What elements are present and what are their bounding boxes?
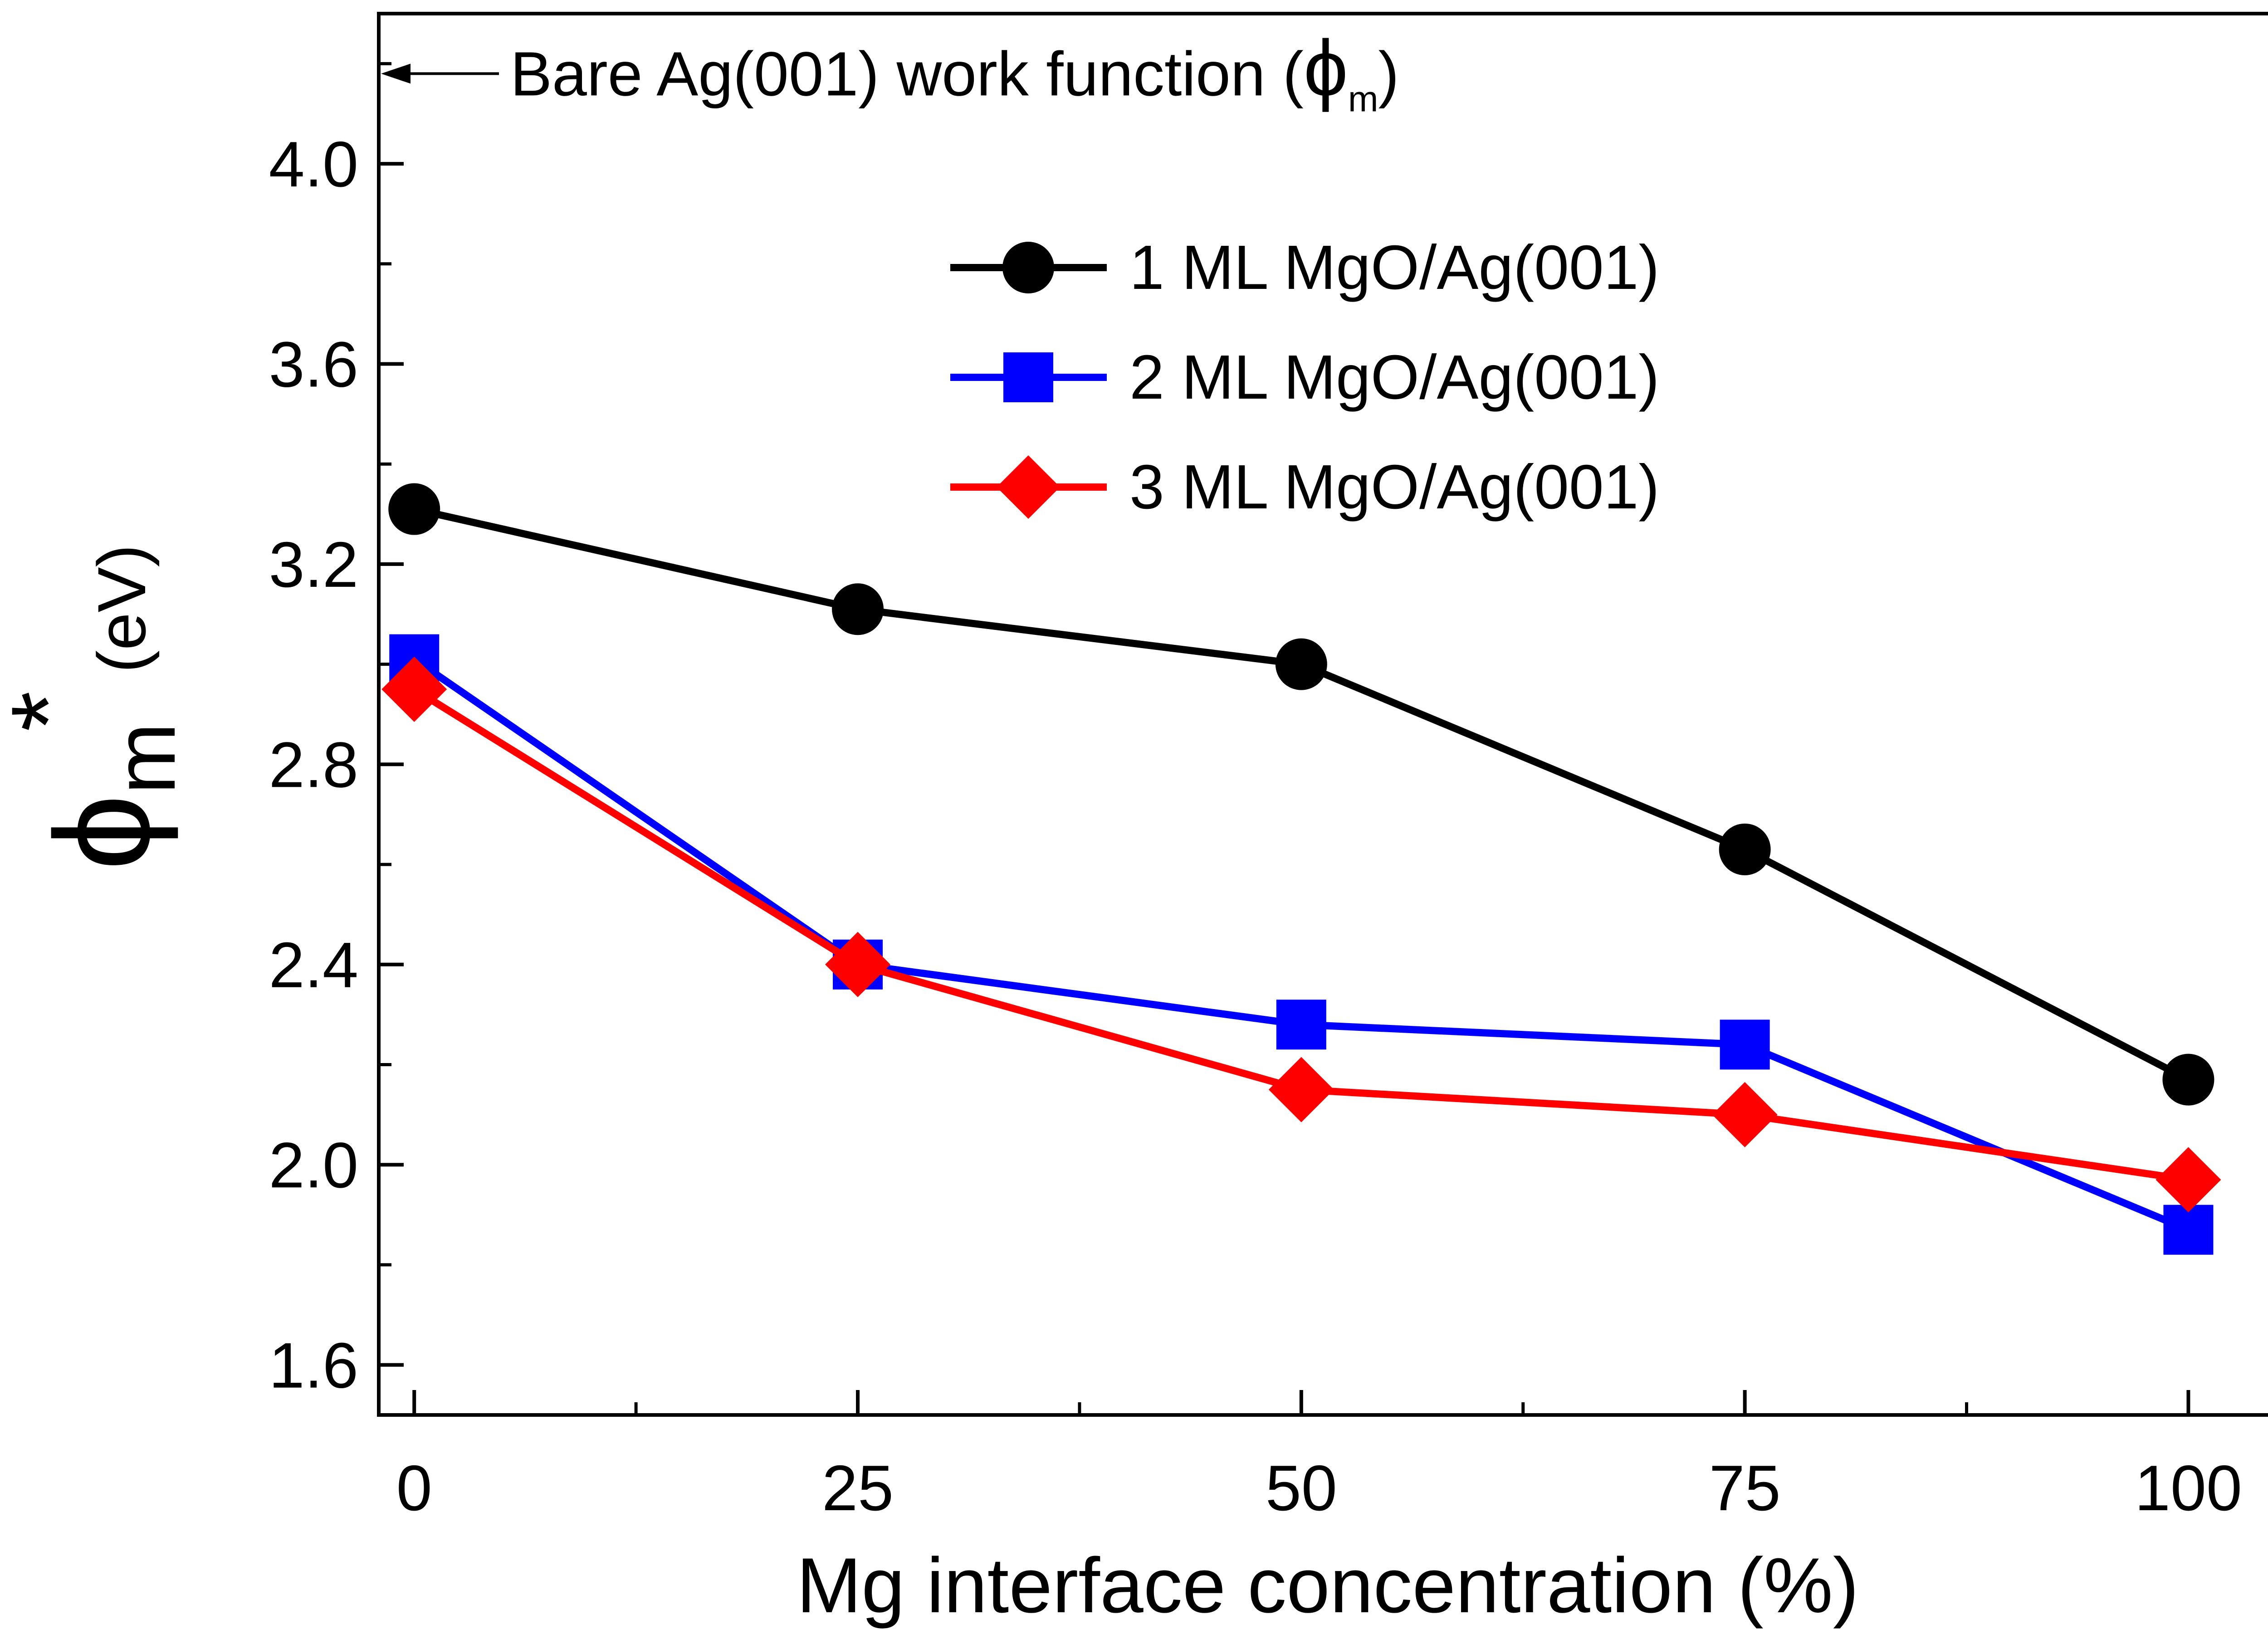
data-point-3ml — [381, 656, 447, 722]
y-tick-label: 2.8 — [269, 729, 358, 801]
annotation-text: Bare Ag(001) work function (ϕm) — [510, 24, 1399, 119]
legend-label-1ml: 1 ML MgO/Ag(001) — [1129, 233, 1659, 302]
legend-item-3ml: 3 ML MgO/Ag(001) — [950, 452, 1659, 522]
data-point-3ml — [1268, 1057, 1334, 1122]
legend-label-3ml: 3 ML MgO/Ag(001) — [1129, 452, 1659, 522]
y-axis-unit: (eV) — [83, 544, 160, 673]
x-tick-label: 75 — [1709, 1452, 1781, 1524]
series-line-1ml — [413, 505, 2190, 1083]
legend-marker-1ml — [1002, 242, 1054, 293]
y-tick-labels: 1.6 2.0 2.4 2.8 3.2 3.6 4.0 — [269, 128, 358, 1402]
bare-ag-annotation: Bare Ag(001) work function (ϕm) — [381, 24, 1399, 119]
x-tick-label: 0 — [396, 1452, 432, 1524]
y-axis-symbol: ϕ — [26, 795, 180, 871]
data-point-3ml — [2156, 1147, 2221, 1213]
y-axis-ticks — [379, 62, 404, 1367]
legend-marker-3ml — [997, 455, 1060, 519]
series-3ml — [381, 656, 2221, 1213]
svg-text:ϕm*(eV): ϕm* (eV) — [0, 544, 193, 870]
y-axis-subscript: m — [97, 722, 193, 794]
y-tick-label: 3.6 — [269, 329, 358, 401]
data-point-2ml — [1720, 1019, 1770, 1070]
data-point-1ml — [2162, 1054, 2214, 1106]
x-tick-label: 100 — [2135, 1452, 2242, 1524]
data-point-3ml — [825, 932, 891, 997]
x-axis-ticks — [412, 1390, 2190, 1415]
series-layer — [381, 483, 2221, 1255]
x-axis-title: Mg interface concentration (%) — [797, 1542, 1859, 1629]
annotation-symbol: ϕ — [1304, 24, 1348, 112]
y-tick-label: 4.0 — [269, 128, 358, 200]
y-axis-superscript: * — [0, 691, 106, 732]
data-point-1ml — [1719, 823, 1771, 875]
series-1ml — [388, 483, 2214, 1106]
legend-marker-2ml — [1003, 352, 1053, 402]
annotation-close: ) — [1378, 39, 1399, 109]
data-point-1ml — [1275, 638, 1327, 690]
x-tick-label: 50 — [1266, 1452, 1337, 1524]
plot-frame — [377, 12, 2268, 1417]
annotation-arrow-head — [381, 63, 411, 84]
data-point-3ml — [1712, 1082, 1778, 1147]
series-2ml — [389, 634, 2214, 1255]
legend-item-1ml: 1 ML MgO/Ag(001) — [950, 233, 1659, 302]
y-tick-label: 1.6 — [269, 1330, 358, 1402]
x-tick-label: 25 — [822, 1452, 894, 1524]
legend-label-2ml: 2 ML MgO/Ag(001) — [1129, 342, 1659, 412]
legend: 1 ML MgO/Ag(001) 2 ML MgO/Ag(001) 3 ML M… — [950, 233, 1659, 522]
annotation-subscript: m — [1348, 78, 1378, 119]
y-tick-label: 3.2 — [269, 529, 358, 601]
x-tick-labels: 0 25 50 75 100 — [396, 1452, 2242, 1524]
annotation-label: Bare Ag(001) work function ( — [510, 39, 1304, 109]
y-tick-label: 2.4 — [269, 929, 358, 1001]
y-axis-title: ϕm* (eV) — [0, 544, 193, 870]
y-tick-label: 2.0 — [269, 1129, 358, 1201]
legend-item-2ml: 2 ML MgO/Ag(001) — [950, 342, 1659, 412]
data-point-1ml — [388, 483, 440, 535]
data-point-2ml — [1276, 1000, 1326, 1050]
data-point-1ml — [832, 583, 884, 635]
data-point-2ml — [2163, 1205, 2214, 1255]
